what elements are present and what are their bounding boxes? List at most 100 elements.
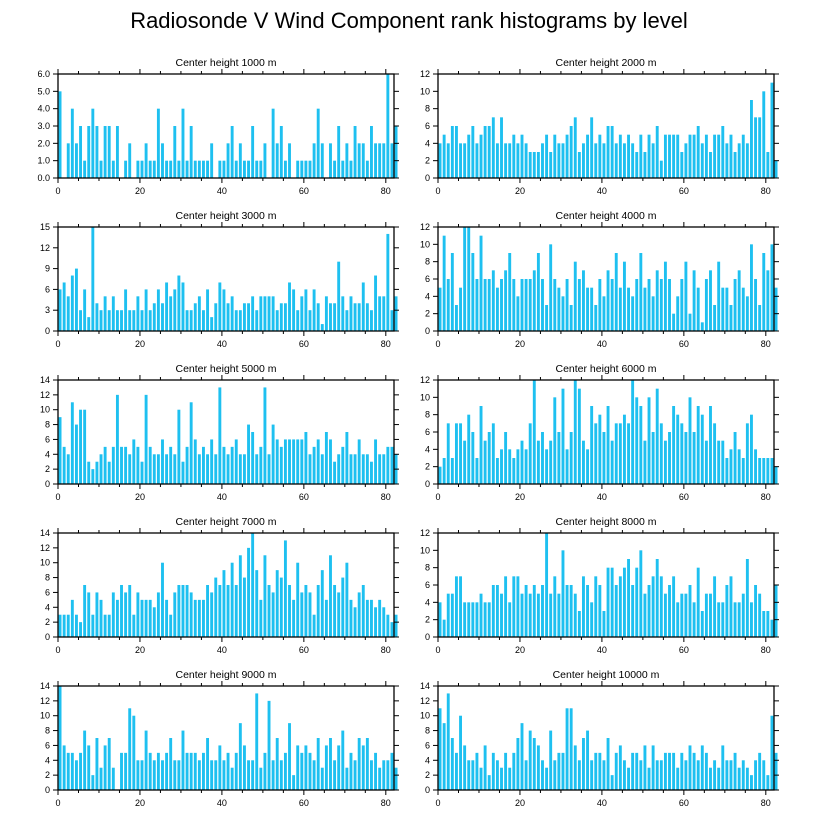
panel-5-bar bbox=[173, 454, 177, 484]
panel-3-bar bbox=[247, 303, 250, 331]
panel-10-bar bbox=[704, 752, 708, 790]
panel-1-bar bbox=[115, 126, 119, 178]
panel-1-bar bbox=[390, 143, 394, 178]
panel-2-bar bbox=[647, 134, 651, 178]
panel-7-bar bbox=[136, 592, 140, 637]
panel-8-bar bbox=[483, 602, 487, 637]
panel-9-bar bbox=[222, 760, 226, 790]
panel-8-bar bbox=[770, 619, 774, 637]
panel-6-bar bbox=[680, 423, 684, 484]
panel-10-bar bbox=[553, 760, 557, 790]
panel-8-bar bbox=[754, 585, 758, 637]
panel-1-bar bbox=[320, 143, 324, 178]
panel-6-bar bbox=[713, 423, 717, 484]
panel-5-bar bbox=[341, 446, 345, 484]
panel-1-ytick-label: 6.0 bbox=[37, 69, 50, 79]
panel-10-bar bbox=[627, 767, 630, 790]
panel-9-bar bbox=[365, 738, 369, 790]
panel-10-bar bbox=[659, 760, 663, 790]
panel-6-bar bbox=[487, 432, 491, 484]
panel-1-xtick-label: 80 bbox=[381, 186, 391, 196]
panel-1-bar bbox=[161, 143, 164, 178]
panel-9-bar bbox=[177, 760, 181, 790]
panel-3-bar bbox=[386, 233, 390, 331]
panel-3-bar bbox=[238, 310, 242, 331]
panel-4-bar bbox=[663, 261, 667, 331]
panel-6-bar bbox=[622, 414, 626, 484]
panel-9-bar bbox=[214, 760, 218, 790]
panel-4-bar bbox=[446, 279, 450, 331]
panel-10-bar bbox=[725, 760, 729, 790]
panel-3-bar bbox=[279, 303, 283, 331]
panel-1-bar bbox=[365, 160, 369, 178]
panel-4-bar bbox=[672, 313, 676, 331]
panel-9-bar bbox=[361, 745, 365, 790]
panel-8-bar bbox=[532, 585, 536, 637]
panel-6-ytick-label: 4 bbox=[425, 444, 430, 454]
panel-9-bar bbox=[181, 730, 185, 790]
panel-1-bar bbox=[140, 160, 144, 178]
panel-8-bar bbox=[696, 567, 700, 637]
panel-1-xtick-label: 40 bbox=[217, 186, 227, 196]
panel-4-bar bbox=[758, 305, 762, 331]
panel-3-bar bbox=[365, 303, 369, 331]
panel-2-bar bbox=[598, 134, 602, 178]
panel-10-bar bbox=[454, 752, 458, 790]
panel-6-bar bbox=[582, 440, 585, 484]
panel-8-ytick-label: 10 bbox=[420, 545, 430, 555]
panel-6-bar bbox=[639, 406, 643, 484]
panel-7-bar bbox=[345, 562, 349, 637]
panel-8-bar bbox=[590, 602, 594, 637]
panel-1-bar bbox=[361, 143, 365, 178]
panel-6-bar bbox=[450, 458, 454, 484]
panel-10-xtick-label: 80 bbox=[761, 798, 771, 808]
panel-8-bar bbox=[737, 602, 741, 637]
panel-4-bar bbox=[622, 261, 626, 331]
panel-9-bar bbox=[353, 760, 357, 790]
panel-9-bar bbox=[370, 760, 373, 790]
panel-10-bar bbox=[528, 730, 532, 790]
panel-7-bar bbox=[267, 585, 271, 637]
panel-1-bar bbox=[386, 74, 390, 178]
panel-5-bar bbox=[79, 409, 82, 484]
panel-2-bar bbox=[692, 134, 696, 178]
panel-5-ytick-label: 2 bbox=[45, 464, 50, 474]
panel-6-bar bbox=[733, 432, 737, 484]
panel-5-bar bbox=[185, 446, 189, 484]
panel-4-ytick-label: 8 bbox=[425, 257, 430, 267]
panel-4-bar bbox=[733, 279, 737, 331]
panel-4-bar bbox=[725, 287, 729, 331]
panel-10-bar bbox=[635, 752, 639, 790]
panel-7-bar bbox=[173, 592, 177, 637]
panel-3-bar bbox=[66, 296, 70, 331]
panel-7-frame bbox=[57, 532, 395, 638]
panel-9-bar bbox=[333, 760, 337, 790]
panel-10-bar bbox=[643, 745, 647, 790]
panel-2-bar bbox=[614, 143, 618, 178]
panel-3-xtick-label: 0 bbox=[55, 339, 60, 349]
panel-2-bar bbox=[577, 152, 581, 178]
panel-10-bar bbox=[651, 745, 655, 790]
panel-10-bar bbox=[631, 752, 635, 790]
panel-1-bar bbox=[169, 160, 173, 178]
panel-1-xtick-label: 0 bbox=[55, 186, 60, 196]
panel-7-bar bbox=[132, 614, 136, 637]
panel-9-frame bbox=[57, 685, 395, 791]
panel-8-bar bbox=[663, 593, 667, 637]
panel-10-bar bbox=[614, 752, 618, 790]
panel-5-bar bbox=[144, 394, 148, 484]
panel-5-bar bbox=[111, 446, 115, 484]
panel-4-bar bbox=[688, 313, 692, 331]
panel-1-bar bbox=[296, 160, 300, 178]
panel-1-bar bbox=[144, 143, 148, 178]
panel-7-bar bbox=[152, 607, 156, 637]
panel-9-bar bbox=[357, 738, 361, 790]
panel-6-bar bbox=[688, 397, 692, 484]
panel-5-bar bbox=[161, 439, 164, 484]
panel-6-bar bbox=[635, 397, 639, 484]
panel-2-bar bbox=[704, 134, 708, 178]
panel-9-bar bbox=[197, 760, 201, 790]
panel-7-bar bbox=[193, 599, 197, 637]
panel-7-ytick-label: 14 bbox=[40, 528, 50, 538]
panel-1-bar bbox=[357, 143, 361, 178]
